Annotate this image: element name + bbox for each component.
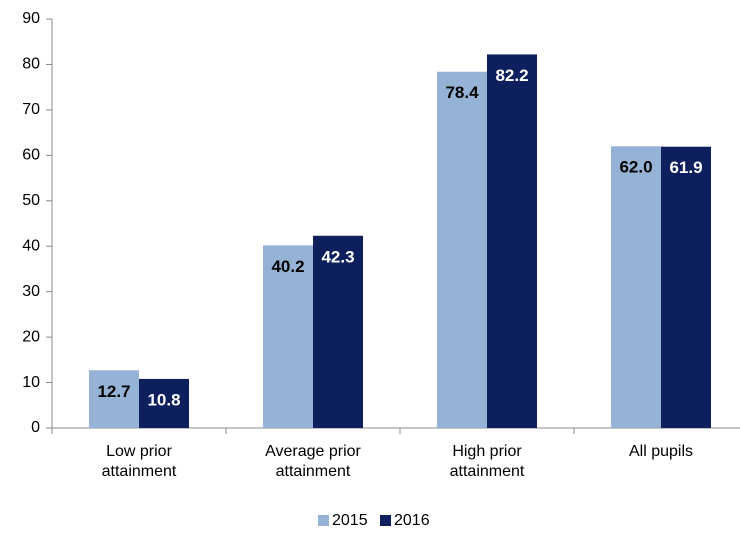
x-tick-label: All pupils [628, 443, 694, 460]
x-tick-label: High prior attainment [449, 443, 525, 480]
bar [611, 146, 661, 428]
value-label: 62.0 [619, 158, 652, 177]
y-tick-label: 80 [22, 56, 40, 73]
x-tick-label: Low prior attainment [101, 443, 177, 480]
value-label: 82.2 [495, 66, 528, 85]
legend-label: 2016 [394, 512, 430, 529]
bar [263, 245, 313, 428]
value-label: 78.4 [445, 83, 479, 102]
y-tick-label: 40 [22, 237, 40, 254]
legend-label: 2015 [332, 512, 368, 529]
bar [437, 71, 487, 429]
y-tick-label: 60 [22, 147, 40, 164]
bar [661, 146, 711, 428]
bar [487, 54, 537, 429]
legend-swatch [318, 515, 329, 526]
value-label: 42.3 [321, 247, 354, 266]
y-tick-label: 20 [22, 328, 40, 345]
legend-swatch [380, 515, 391, 526]
y-tick-label: 0 [31, 419, 40, 436]
y-tick-label: 10 [22, 374, 40, 391]
value-label: 12.7 [97, 382, 130, 401]
value-label: 10.8 [147, 390, 180, 409]
y-tick-label: 90 [22, 10, 40, 27]
y-tick-label: 30 [22, 283, 40, 300]
bar [139, 378, 189, 428]
value-label: 40.2 [271, 257, 304, 276]
value-label: 61.9 [669, 158, 702, 177]
y-tick-label: 70 [22, 101, 40, 118]
bar [313, 235, 363, 428]
bar [89, 370, 139, 428]
x-tick-label: Average prior attainment [265, 443, 361, 480]
y-tick-label: 50 [22, 192, 40, 209]
